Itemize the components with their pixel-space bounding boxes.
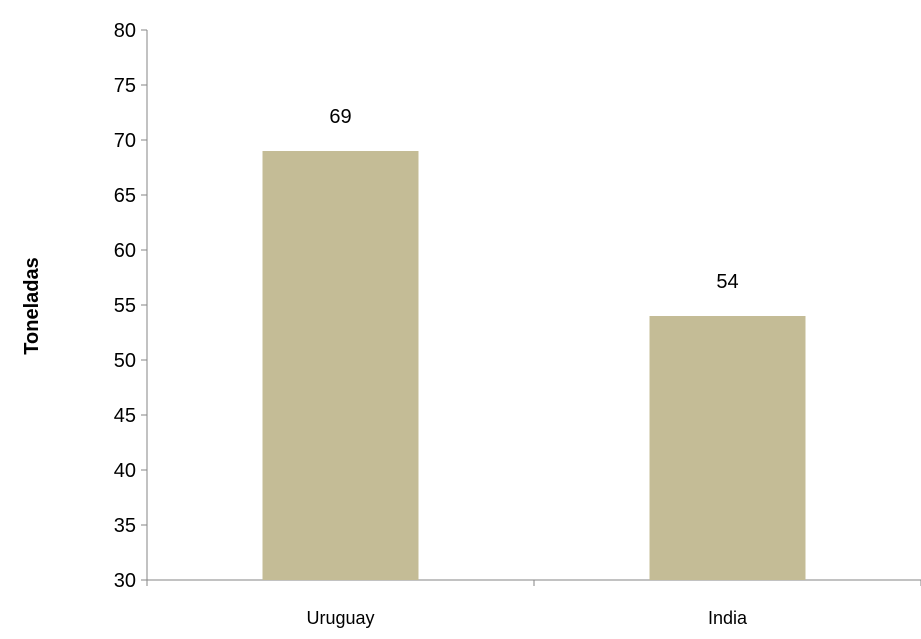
y-tick-label: 30 xyxy=(114,570,136,592)
data-label: 54 xyxy=(716,271,738,293)
data-label: 69 xyxy=(329,106,351,128)
y-tick-label: 65 xyxy=(114,185,136,207)
bar-uruguay xyxy=(262,151,419,580)
bar-india xyxy=(649,316,806,580)
y-tick-label: 40 xyxy=(114,460,136,482)
x-tick-label: India xyxy=(708,608,748,628)
x-tick-label: Uruguay xyxy=(306,608,374,628)
y-tick-label: 70 xyxy=(114,130,136,152)
y-tick-label: 45 xyxy=(114,405,136,427)
y-axis-title: Toneladas xyxy=(21,257,43,354)
y-tick-label: 80 xyxy=(114,20,136,42)
y-tick-label: 55 xyxy=(114,295,136,317)
plot-area: 30 35 40 45 50 55 60 65 70 75 80 69 Uruguay 54 India xyxy=(114,20,921,628)
y-tick-label: 35 xyxy=(114,515,136,537)
y-tick-label: 60 xyxy=(114,240,136,262)
y-tick-label: 75 xyxy=(114,75,136,97)
y-tick-label: 50 xyxy=(114,350,136,372)
